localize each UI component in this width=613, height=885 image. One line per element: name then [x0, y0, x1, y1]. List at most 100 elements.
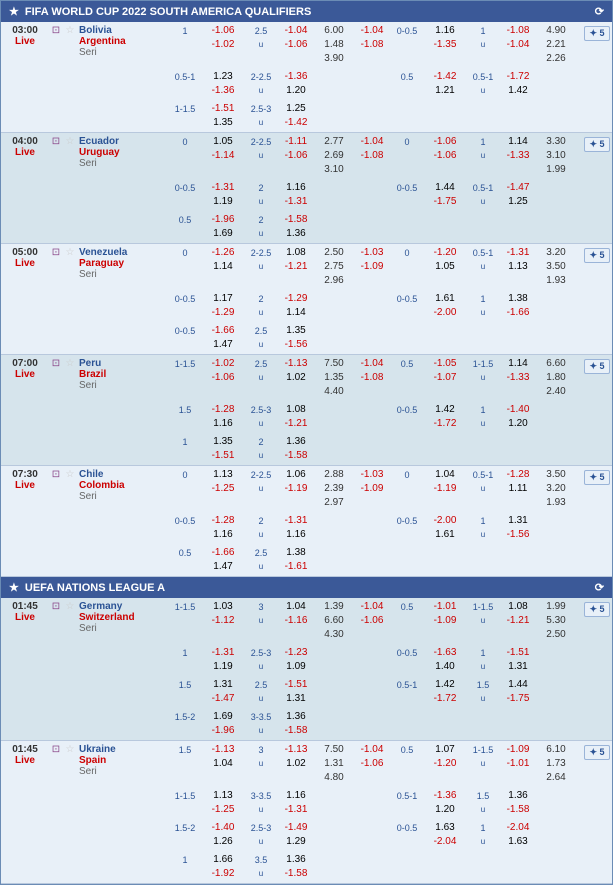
odds-cell[interactable]: -1.401.20 [501, 401, 535, 433]
odds-cell[interactable]: -1.02-1.06 [203, 355, 243, 401]
odds-cell[interactable]: 1.396.604.30 [313, 598, 355, 644]
odds-cell[interactable]: 1.42-1.72 [425, 676, 465, 708]
tv-icon[interactable]: ⊡ [49, 244, 63, 258]
odds-cell[interactable]: 1.16-1.31 [279, 179, 313, 211]
odds-cell[interactable]: -1.01-1.09 [425, 598, 465, 644]
more-button[interactable]: ✦ 5 [584, 26, 609, 41]
odds-cell[interactable]: -1.511.31 [279, 676, 313, 708]
odds-cell[interactable]: -1.581.36 [279, 211, 313, 243]
odds-cell[interactable]: 3.203.501.93 [535, 244, 577, 290]
odds-cell[interactable]: -1.131.02 [279, 355, 313, 401]
odds-cell[interactable]: 2.772.693.10 [313, 133, 355, 179]
odds-cell[interactable]: -1.421.21 [425, 68, 465, 100]
fav-icon[interactable]: ☆ [63, 741, 77, 755]
odds-cell[interactable]: 1.16-1.31 [279, 787, 313, 819]
odds-cell[interactable]: -1.06-1.06 [425, 133, 465, 179]
odds-cell[interactable]: -1.291.14 [279, 290, 313, 322]
odds-cell[interactable]: -1.04-1.08 [355, 355, 389, 401]
odds-cell[interactable]: 1.14-1.33 [501, 355, 535, 401]
odds-cell[interactable]: -1.201.05 [425, 244, 465, 290]
odds-cell[interactable]: 2.502.752.96 [313, 244, 355, 290]
odds-cell[interactable]: 1.07-1.20 [425, 741, 465, 787]
odds-cell[interactable]: 7.501.314.80 [313, 741, 355, 787]
more-button[interactable]: ✦ 5 [584, 470, 609, 485]
more-button[interactable]: ✦ 5 [584, 248, 609, 263]
odds-cell[interactable]: 3.303.101.99 [535, 133, 577, 179]
odds-cell[interactable]: 1.31-1.47 [203, 676, 243, 708]
odds-cell[interactable]: 1.04-1.19 [425, 466, 465, 512]
odds-cell[interactable]: 1.16-1.35 [425, 22, 465, 68]
tv-icon[interactable]: ⊡ [49, 355, 63, 369]
odds-cell[interactable]: -1.131.04 [203, 741, 243, 787]
odds-cell[interactable]: 1.38-1.61 [279, 544, 313, 576]
odds-cell[interactable]: -2.041.63 [501, 819, 535, 851]
refresh-icon[interactable]: ⟳ [595, 5, 604, 18]
odds-cell[interactable]: 4.902.212.26 [535, 22, 577, 68]
odds-cell[interactable]: -1.721.42 [501, 68, 535, 100]
odds-cell[interactable]: -1.261.14 [203, 244, 243, 290]
odds-cell[interactable]: 1.63-2.04 [425, 819, 465, 851]
odds-cell[interactable]: -1.04-1.06 [355, 741, 389, 787]
odds-cell[interactable]: 1.14-1.33 [501, 133, 535, 179]
odds-cell[interactable]: 1.06-1.19 [279, 466, 313, 512]
odds-cell[interactable]: 1.04-1.16 [279, 598, 313, 644]
odds-cell[interactable]: -1.281.11 [501, 466, 535, 512]
odds-cell[interactable]: 1.08-1.21 [279, 244, 313, 290]
odds-cell[interactable]: 6.601.802.40 [535, 355, 577, 401]
more-button[interactable]: ✦ 5 [584, 602, 609, 617]
odds-cell[interactable]: -1.961.69 [203, 211, 243, 243]
odds-cell[interactable]: -1.281.16 [203, 401, 243, 433]
odds-cell[interactable]: -1.511.35 [203, 100, 243, 132]
odds-cell[interactable]: -1.471.25 [501, 179, 535, 211]
odds-cell[interactable]: -1.05-1.07 [425, 355, 465, 401]
odds-cell[interactable]: -1.361.20 [279, 68, 313, 100]
odds-cell[interactable]: 1.44-1.75 [425, 179, 465, 211]
odds-cell[interactable]: 1.35-1.51 [203, 433, 243, 465]
odds-cell[interactable]: 1.23-1.36 [203, 68, 243, 100]
more-button[interactable]: ✦ 5 [584, 745, 609, 760]
odds-cell[interactable]: 1.08-1.21 [279, 401, 313, 433]
odds-cell[interactable]: -1.661.47 [203, 544, 243, 576]
fav-icon[interactable]: ☆ [63, 466, 77, 480]
odds-cell[interactable]: 1.36-1.58 [501, 787, 535, 819]
odds-cell[interactable]: -1.631.40 [425, 644, 465, 676]
odds-cell[interactable]: 6.101.732.64 [535, 741, 577, 787]
tv-icon[interactable]: ⊡ [49, 741, 63, 755]
odds-cell[interactable]: 1.36-1.58 [279, 708, 313, 740]
fav-icon[interactable]: ☆ [63, 133, 77, 147]
odds-cell[interactable]: 1.44-1.75 [501, 676, 535, 708]
odds-cell[interactable]: -1.311.16 [279, 512, 313, 544]
fav-icon[interactable]: ☆ [63, 244, 77, 258]
odds-cell[interactable]: -1.311.19 [203, 644, 243, 676]
odds-cell[interactable]: 1.66-1.92 [203, 851, 243, 883]
odds-cell[interactable]: -1.231.09 [279, 644, 313, 676]
odds-cell[interactable]: 1.61-2.00 [425, 290, 465, 322]
fav-icon[interactable]: ☆ [63, 22, 77, 36]
odds-cell[interactable]: -1.311.13 [501, 244, 535, 290]
odds-cell[interactable]: -1.04-1.08 [355, 133, 389, 179]
odds-cell[interactable]: -1.04-1.08 [355, 22, 389, 68]
odds-cell[interactable]: -1.03-1.09 [355, 466, 389, 512]
more-button[interactable]: ✦ 5 [584, 137, 609, 152]
odds-cell[interactable]: -1.511.31 [501, 644, 535, 676]
odds-cell[interactable]: -1.131.02 [279, 741, 313, 787]
odds-cell[interactable]: 1.31-1.56 [501, 512, 535, 544]
odds-cell[interactable]: 1.13-1.25 [203, 466, 243, 512]
fav-icon[interactable]: ☆ [63, 355, 77, 369]
odds-cell[interactable]: -1.08-1.04 [501, 22, 535, 68]
tv-icon[interactable]: ⊡ [49, 133, 63, 147]
odds-cell[interactable]: 1.38-1.66 [501, 290, 535, 322]
odds-cell[interactable]: -1.361.20 [425, 787, 465, 819]
odds-cell[interactable]: -1.04-1.06 [355, 598, 389, 644]
odds-cell[interactable]: -1.491.29 [279, 819, 313, 851]
odds-cell[interactable]: 7.501.354.40 [313, 355, 355, 401]
odds-cell[interactable]: 1.36-1.58 [279, 433, 313, 465]
odds-cell[interactable]: -2.001.61 [425, 512, 465, 544]
odds-cell[interactable]: -1.661.47 [203, 322, 243, 354]
tv-icon[interactable]: ⊡ [49, 598, 63, 612]
odds-cell[interactable]: 1.17-1.29 [203, 290, 243, 322]
odds-cell[interactable]: 1.35-1.56 [279, 322, 313, 354]
odds-cell[interactable]: 1.42-1.72 [425, 401, 465, 433]
fav-icon[interactable]: ☆ [63, 598, 77, 612]
odds-cell[interactable]: -1.03-1.09 [355, 244, 389, 290]
